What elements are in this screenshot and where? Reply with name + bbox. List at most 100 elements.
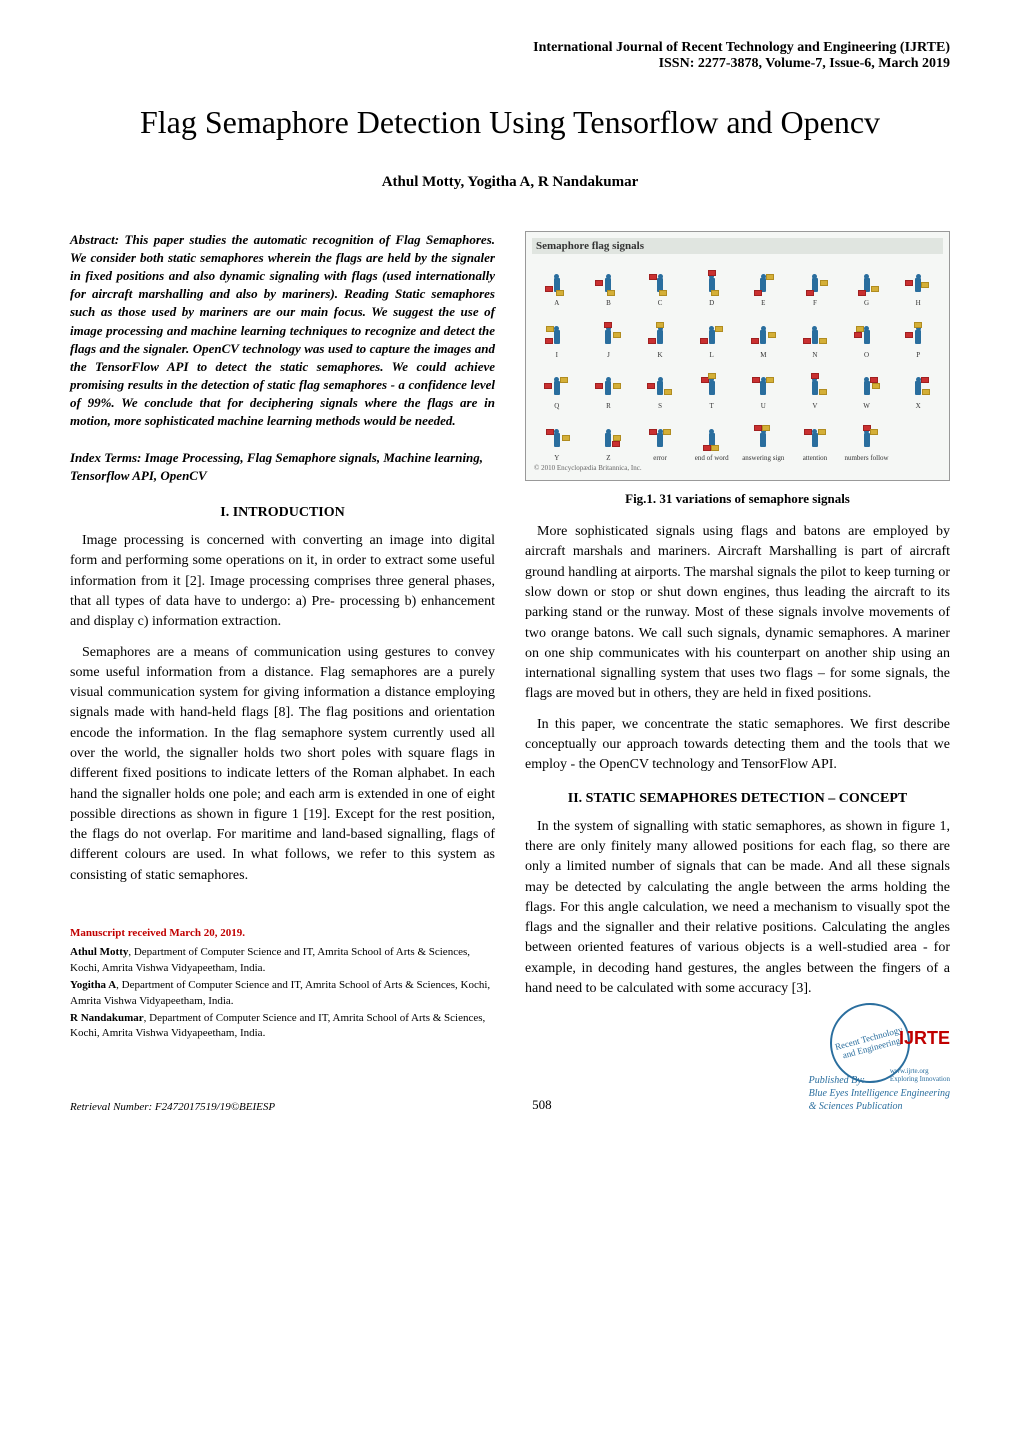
semaphore-label: K (658, 352, 663, 359)
semaphore-label: M (760, 352, 766, 359)
right-p2: In this paper, we concentrate the static… (525, 715, 950, 776)
journal-issn: ISSN: 2277-3878, Volume-7, Issue-6, Marc… (70, 56, 950, 72)
section-concept-heading: II. STATIC SEMAPHORES DETECTION – CONCEP… (525, 791, 950, 807)
logo-main-text: IJRTE (899, 1028, 950, 1049)
semaphore-cell: Y (532, 412, 582, 462)
semaphore-figure-icon (593, 320, 623, 350)
index-terms-label: Index Terms: (70, 450, 141, 465)
semaphore-figure-icon (800, 268, 830, 298)
page-footer: Retrieval Number: F2472017519/19©BEIESP … (70, 1074, 950, 1113)
semaphore-cell: F (790, 258, 840, 308)
figure-1-caption: Fig.1. 31 variations of semaphore signal… (525, 491, 950, 507)
page-number: 508 (532, 1097, 552, 1113)
logo-sub-text: www.ijrte.org Exploring Innovation (890, 1067, 950, 1083)
logo-circle-text: Recent Technology and Engineering (831, 1023, 910, 1062)
author-affiliation-1: Yogitha A, Department of Computer Scienc… (70, 978, 495, 1009)
semaphore-figure-icon (903, 371, 933, 401)
journal-name: International Journal of Recent Technolo… (70, 40, 950, 56)
semaphore-label: P (916, 352, 920, 359)
semaphore-cell: answering sign (739, 412, 789, 462)
intro-p2: Semaphores are a means of communication … (70, 643, 495, 887)
semaphore-label: numbers follow (844, 455, 888, 462)
semaphore-figure-icon (697, 423, 727, 453)
semaphore-cell: D (687, 258, 737, 308)
semaphore-cell: N (790, 309, 840, 359)
semaphore-cell: U (739, 361, 789, 411)
semaphore-figure-icon (748, 423, 778, 453)
semaphore-label: Q (554, 403, 559, 410)
logo-url: www.ijrte.org (890, 1067, 929, 1075)
paper-title: Flag Semaphore Detection Using Tensorflo… (70, 102, 950, 144)
semaphore-figure-icon (903, 268, 933, 298)
semaphore-figure-icon (542, 423, 572, 453)
semaphore-cell: G (842, 258, 892, 308)
semaphore-label: I (556, 352, 558, 359)
semaphore-figure-icon (645, 371, 675, 401)
semaphore-cell: B (584, 258, 634, 308)
author-affiliation-2: R Nandakumar, Department of Computer Sci… (70, 1011, 495, 1042)
semaphore-label: C (658, 300, 663, 307)
figure-1-title: Semaphore flag signals (532, 238, 943, 254)
semaphore-label: O (864, 352, 869, 359)
figure-1-copyright: © 2010 Encyclopædia Britannica, Inc. (532, 462, 943, 474)
semaphore-cell: R (584, 361, 634, 411)
semaphore-label: B (606, 300, 611, 307)
semaphore-label: N (812, 352, 817, 359)
semaphore-cell: P (893, 309, 943, 359)
semaphore-figure-icon (645, 423, 675, 453)
semaphore-label: error (653, 455, 667, 462)
semaphore-cell: L (687, 309, 737, 359)
semaphore-label: E (761, 300, 765, 307)
semaphore-figure-icon (645, 320, 675, 350)
concept-p1: In the system of signalling with static … (525, 817, 950, 1000)
semaphore-label: D (709, 300, 714, 307)
semaphore-cell: K (635, 309, 685, 359)
semaphore-cell: V (790, 361, 840, 411)
authors-list: Athul Motty, Yogitha A, R Nandakumar (70, 174, 950, 191)
semaphore-label: U (761, 403, 766, 410)
semaphore-figure-icon (748, 371, 778, 401)
right-column: Semaphore flag signals A B C D E F G H I J K L M N O P Q… (525, 231, 950, 1044)
semaphore-cell: H (893, 258, 943, 308)
figure-1: Semaphore flag signals A B C D E F G H I J K L M N O P Q… (525, 231, 950, 482)
semaphore-label: V (812, 403, 817, 410)
author-affiliation-0: Athul Motty, Department of Computer Scie… (70, 945, 495, 976)
semaphore-cell: error (635, 412, 685, 462)
semaphore-cell: end of word (687, 412, 737, 462)
semaphore-figure-icon (903, 320, 933, 350)
author-name-1: Yogitha A (70, 979, 116, 991)
author-name-2: R Nandakumar (70, 1012, 144, 1024)
semaphore-label: H (916, 300, 921, 307)
semaphore-label: X (916, 403, 921, 410)
semaphore-cell: M (739, 309, 789, 359)
author-name-0: Athul Motty (70, 946, 128, 958)
semaphore-cell: T (687, 361, 737, 411)
semaphore-cell: numbers follow (842, 412, 892, 462)
semaphore-figure-icon (800, 320, 830, 350)
semaphore-label: answering sign (742, 455, 784, 462)
semaphore-figure-icon (645, 268, 675, 298)
semaphore-cell: E (739, 258, 789, 308)
right-p1: More sophisticated signals using flags a… (525, 522, 950, 705)
abstract-label: Abstract: (70, 232, 119, 247)
semaphore-label: G (864, 300, 869, 307)
semaphore-figure-icon (542, 320, 572, 350)
semaphore-figure-icon (852, 320, 882, 350)
semaphore-label: A (554, 300, 559, 307)
section-intro-heading: I. INTRODUCTION (70, 505, 495, 521)
semaphore-figure-icon (800, 423, 830, 453)
semaphore-cell: A (532, 258, 582, 308)
semaphore-cell: O (842, 309, 892, 359)
intro-p1: Image processing is concerned with conve… (70, 531, 495, 632)
semaphore-figure-icon (852, 268, 882, 298)
semaphore-label: Z (606, 455, 610, 462)
semaphore-figure-icon (852, 371, 882, 401)
semaphore-label: attention (803, 455, 828, 462)
two-column-layout: Abstract: This paper studies the automat… (70, 231, 950, 1044)
semaphore-label: R (606, 403, 611, 410)
semaphore-figure-icon (593, 268, 623, 298)
journal-header: International Journal of Recent Technolo… (70, 40, 950, 72)
publisher-line2: & Sciences Publication (809, 1100, 950, 1113)
semaphore-figure-icon (542, 268, 572, 298)
semaphore-cell: J (584, 309, 634, 359)
